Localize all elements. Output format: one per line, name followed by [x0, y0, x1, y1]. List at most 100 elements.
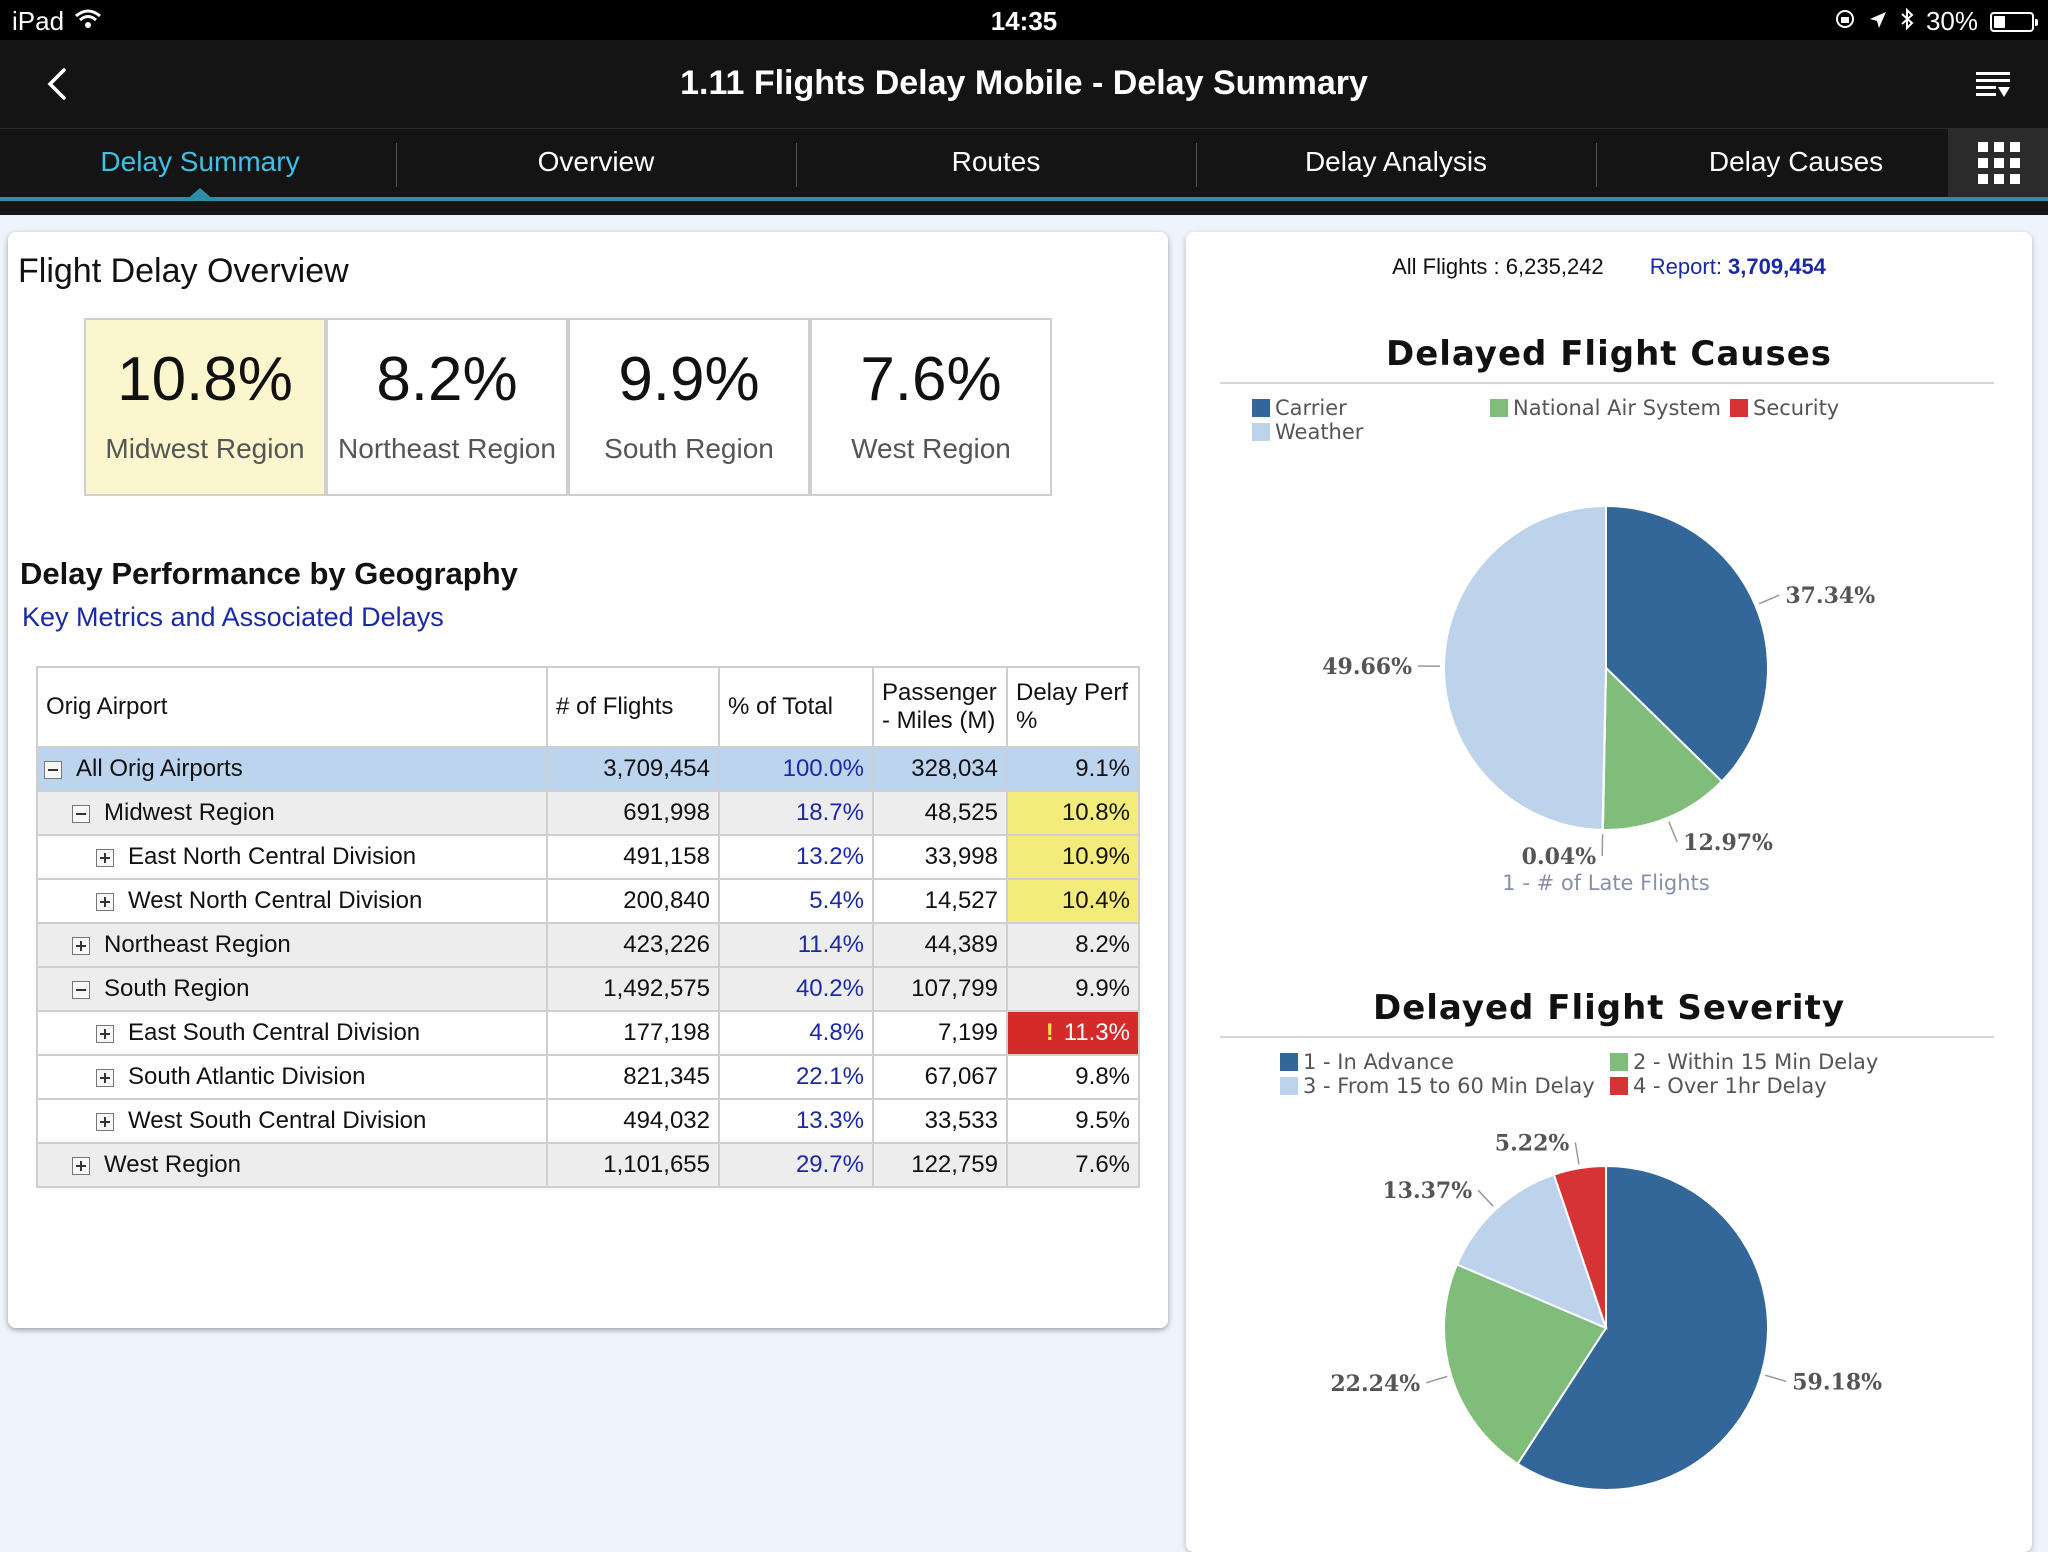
orig-airport-cell: East South Central Division [37, 1011, 547, 1055]
orig-airport-name: Northeast Region [104, 931, 291, 958]
percent-total-cell: 5.4% [719, 879, 873, 923]
column-header[interactable]: Delay Perf % [1007, 667, 1139, 747]
section-title: Delay Performance by Geography [20, 556, 518, 592]
panel-title: Flight Delay Overview [18, 252, 349, 291]
legend-swatch [1610, 1053, 1628, 1071]
kpi-west-region[interactable]: 7.6% West Region [810, 318, 1052, 496]
flights-cell: 200,840 [547, 879, 719, 923]
expand-icon[interactable] [96, 1069, 114, 1087]
flight-delay-overview-panel: Flight Delay Overview 10.8% Midwest Regi… [8, 232, 1168, 1328]
legend-swatch [1730, 399, 1748, 417]
list-menu-icon [1974, 66, 2014, 106]
orig-airport-name: West Region [104, 1151, 241, 1178]
status-right: 30% [1834, 6, 2034, 37]
passenger-miles-cell: 33,998 [873, 835, 1007, 879]
orig-airport-cell: South Region [37, 967, 547, 1011]
title-bar: 1.11 Flights Delay Mobile - Delay Summar… [0, 40, 2048, 128]
expand-icon[interactable] [96, 1113, 114, 1131]
legend-item-carrier[interactable]: Carrier [1252, 396, 1347, 420]
delay-perf-value: 9.5% [1075, 1107, 1130, 1134]
delay-perf-cell: !11.3% [1007, 1011, 1139, 1055]
delay-perf-value: 11.3% [1064, 1019, 1130, 1046]
passenger-miles-cell: 14,527 [873, 879, 1007, 923]
delay-perf-value: 8.2% [1075, 931, 1130, 958]
percent-total-cell: 13.2% [719, 835, 873, 879]
legend-label: National Air System [1513, 396, 1721, 420]
tab-delay-causes[interactable]: Delay Causes [1596, 129, 1996, 201]
orig-airport-name: West North Central Division [128, 887, 422, 914]
column-header[interactable]: # of Flights [547, 667, 719, 747]
column-header[interactable]: Orig Airport [37, 667, 547, 747]
passenger-miles-cell: 33,533 [873, 1099, 1007, 1143]
delay-performance-grid: Orig Airport # of Flights % of Total Pas… [36, 666, 1140, 1188]
kpi-south-region[interactable]: 9.9% South Region [568, 318, 810, 496]
percent-total-cell: 11.4% [719, 923, 873, 967]
legend-swatch [1252, 423, 1270, 441]
kpi-value: 7.6% [812, 344, 1050, 415]
legend-swatch [1280, 1077, 1298, 1095]
column-header[interactable]: % of Total [719, 667, 873, 747]
expand-icon[interactable] [72, 1157, 90, 1175]
delay-perf-cell: 7.6% [1007, 1143, 1139, 1187]
bluetooth-icon [1900, 6, 1914, 37]
legend-label: Weather [1275, 420, 1363, 444]
legend-item-15-to-60-min[interactable]: 3 - From 15 to 60 Min Delay [1280, 1074, 1595, 1098]
status-time: 14:35 [0, 6, 2048, 37]
orig-airport-name: South Region [104, 975, 249, 1002]
collapse-icon[interactable] [72, 981, 90, 999]
delayed-flight-severity-pie: 59.18%22.24%13.37%5.22% [1186, 1112, 2032, 1552]
tab-overview[interactable]: Overview [396, 129, 796, 201]
legend-item-over-1hr[interactable]: 4 - Over 1hr Delay [1610, 1074, 1827, 1098]
battery-icon [1990, 12, 2034, 32]
data-label-leader [1759, 595, 1779, 604]
pie-slice[interactable] [1444, 506, 1606, 830]
kpi-midwest-region[interactable]: 10.8% Midwest Region [84, 318, 326, 496]
collapse-icon[interactable] [72, 805, 90, 823]
chart-title-causes: Delayed Flight Causes [1186, 334, 2032, 374]
expand-icon[interactable] [72, 937, 90, 955]
orig-airport-cell: All Orig Airports [37, 747, 547, 791]
kpi-label: South Region [570, 433, 808, 465]
apps-grid-button[interactable] [1948, 128, 2048, 200]
percent-total-cell: 29.7% [719, 1143, 873, 1187]
rotation-lock-icon [1834, 6, 1856, 37]
data-label: 12.97% [1683, 830, 1773, 856]
collapse-icon[interactable] [44, 761, 62, 779]
expand-icon[interactable] [96, 1025, 114, 1043]
delay-perf-value: 7.6% [1075, 1151, 1130, 1178]
legend-item-security[interactable]: Security [1730, 396, 1839, 420]
percent-total-cell: 18.7% [719, 791, 873, 835]
column-header[interactable]: Passenger - Miles (M) [873, 667, 1007, 747]
legend-item-within-15-min[interactable]: 2 - Within 15 Min Delay [1610, 1050, 1878, 1074]
legend-item-national-air-system[interactable]: National Air System [1490, 396, 1721, 420]
legend-label: 1 - In Advance [1303, 1050, 1454, 1074]
data-label: 37.34% [1785, 583, 1875, 609]
legend-item-in-advance[interactable]: 1 - In Advance [1280, 1050, 1454, 1074]
chart-x-label: 1 - # of Late Flights [1502, 871, 1709, 895]
active-tab-indicator [186, 188, 214, 200]
orig-airport-name: West South Central Division [128, 1107, 426, 1134]
tab-delay-analysis[interactable]: Delay Analysis [1196, 129, 1596, 201]
kpi-value: 10.8% [86, 344, 324, 415]
severity-legend: 1 - In Advance 2 - Within 15 Min Delay 3… [1186, 1046, 2032, 1106]
delay-perf-value: 10.4% [1062, 887, 1130, 914]
expand-icon[interactable] [96, 849, 114, 867]
kpi-northeast-region[interactable]: 8.2% Northeast Region [326, 318, 568, 496]
orig-airport-name: Midwest Region [104, 799, 275, 826]
expand-icon[interactable] [96, 893, 114, 911]
data-label: 0.04% [1522, 844, 1597, 870]
passenger-miles-cell: 44,389 [873, 923, 1007, 967]
tab-routes[interactable]: Routes [796, 129, 1196, 201]
table-of-contents-button[interactable] [1974, 66, 2014, 106]
legend-item-weather[interactable]: Weather [1252, 420, 1363, 444]
